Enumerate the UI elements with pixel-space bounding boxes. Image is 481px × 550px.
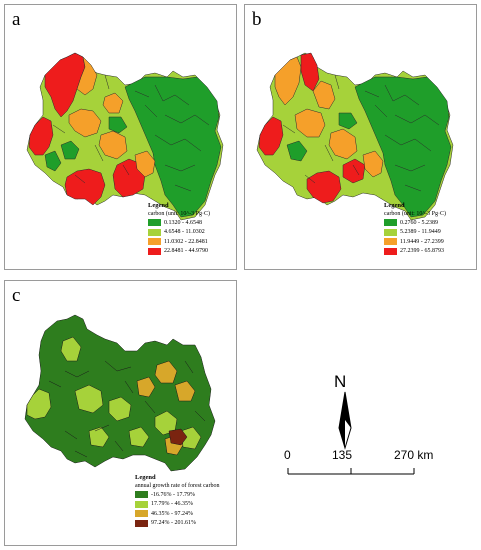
region-mid-green [108, 116, 128, 134]
region-northwest-orange [274, 56, 302, 106]
legend-range: 22.8481 - 44.9790 [164, 248, 208, 255]
region-mid-green [338, 112, 358, 130]
choropleth-map-c [24, 314, 216, 472]
legend-item: 46.35% - 97.24% [135, 509, 219, 519]
region-central-east-orange [98, 130, 128, 160]
region-north-orange [76, 56, 98, 96]
region-south-central-orange [362, 150, 384, 178]
legend-swatch [148, 228, 161, 236]
region-south-red [342, 158, 366, 184]
legend-swatch [148, 247, 161, 255]
region-gold-east2 [174, 380, 196, 402]
scale-tick-label: 0 [284, 448, 291, 462]
legend-range: 11.0302 - 22.8481 [164, 238, 208, 245]
map-panel-c: c Legend annual growth rate of forest ca… [4, 280, 237, 546]
legend-item: 22.8481 - 44.9790 [148, 247, 210, 257]
region-lightgreen-mid [108, 396, 132, 422]
map-scale-area: N 0 135 270 km [270, 360, 470, 480]
legend-swatch [135, 510, 148, 518]
legend-swatch [384, 219, 397, 227]
region-lightgreen-north [60, 336, 82, 362]
panel-label: c [12, 285, 21, 306]
legend-c: Legend annual growth rate of forest carb… [135, 474, 219, 528]
legend-range: 27.2399 - 65.8793 [400, 248, 444, 255]
region-gold-center [136, 376, 156, 398]
legend-range: 0.2760 - 5.2389 [400, 219, 438, 226]
legend-subtitle: annual growth rate of forest carbon [135, 483, 220, 489]
region-central-orange [68, 108, 102, 138]
region-central-east-orange [328, 128, 358, 160]
region-west [28, 116, 54, 156]
north-arrow-icon [338, 391, 352, 450]
region-lightgreen-south [88, 426, 110, 448]
legend-swatch [135, 519, 148, 527]
north-label: N [334, 372, 347, 391]
legend-swatch [135, 491, 148, 499]
legend-range: 4.6548 - 11.0302 [164, 229, 205, 236]
region-brown-southeast [168, 428, 188, 446]
region-southwest [64, 168, 106, 206]
region-mid-orange [102, 92, 124, 114]
legend-title: Legend [384, 202, 405, 209]
legend-range: 5.2389 - 11.9449 [400, 229, 441, 236]
region-east [124, 76, 222, 218]
legend-swatch [384, 247, 397, 255]
legend-title: Legend [148, 202, 169, 209]
county-borders [282, 74, 440, 192]
county-borders [48, 360, 206, 458]
legend-item: 17.79% - 46.35% [135, 500, 219, 510]
choropleth-map-b [256, 52, 454, 221]
region-lightgreen-center2 [128, 426, 150, 448]
region-gold-east [154, 360, 178, 384]
legend-range: 97.24% - 201.61% [151, 520, 196, 527]
legend-range: 46.35% - 97.24% [151, 510, 193, 517]
panel-label: a [12, 9, 21, 30]
legend-item: 11.0302 - 22.8481 [148, 237, 210, 247]
legend-swatch [148, 219, 161, 227]
legend-range: 17.79% - 46.35% [151, 501, 193, 508]
region-north-red [300, 52, 320, 92]
legend-a: Legend carbon (unit: 10^-3 Pg·C) 0.1320 … [148, 202, 210, 256]
legend-range: 0.1320 - 4.6548 [164, 219, 202, 226]
region-lightgreen-west [26, 388, 52, 420]
region-west-red [258, 116, 284, 156]
choropleth-map-a [26, 52, 224, 221]
legend-title: Legend [135, 474, 156, 481]
legend-item: 97.24% - 201.61% [135, 519, 219, 529]
panel-label: b [252, 9, 262, 30]
legend-subtitle: carbon (unit: 10^-3 Pg·C) [148, 211, 210, 217]
legend-item: 27.2399 - 65.8793 [384, 247, 446, 257]
region-central-green [60, 140, 80, 160]
legend-range: -16.76% - 17.79% [151, 491, 195, 498]
legend-item: 11.9449 - 27.2399 [384, 237, 446, 247]
map-panel-a: a Legend [4, 4, 237, 270]
legend-swatch [135, 500, 148, 508]
region-west-green [44, 150, 62, 172]
legend-item: 4.6548 - 11.0302 [148, 228, 210, 238]
county-borders [52, 74, 210, 192]
legend-swatch [384, 228, 397, 236]
region-lightgreen-central [74, 384, 104, 414]
legend-item: 5.2389 - 11.9449 [384, 228, 446, 238]
legend-range: 11.9449 - 27.2399 [400, 238, 444, 245]
legend-swatch [148, 238, 161, 246]
scale-tick-label: 270 km [394, 448, 434, 462]
region-north-orange [312, 80, 336, 110]
region-south-orange [134, 150, 156, 178]
region-central-orange [294, 108, 326, 138]
region-southwest-red [306, 170, 342, 204]
legend-item: 0.1320 - 4.6548 [148, 218, 210, 228]
region-central-green [286, 140, 308, 162]
legend-subtitle: carbon (unit: 10^-3 Pg·C) [384, 211, 446, 217]
region-east [354, 76, 452, 218]
scale-tick-label: 135 [332, 448, 353, 462]
legend-b: Legend carbon (unit: 10^-3 Pg·C) 0.2760 … [384, 202, 446, 256]
legend-item: 0.2760 - 5.2389 [384, 218, 446, 228]
legend-item: -16.76% - 17.79% [135, 490, 219, 500]
legend-swatch [384, 238, 397, 246]
map-panel-b: b Legend carbon (unit: 10^-3 Pg·C) 0.276… [244, 4, 477, 270]
scale-bar [287, 468, 415, 475]
